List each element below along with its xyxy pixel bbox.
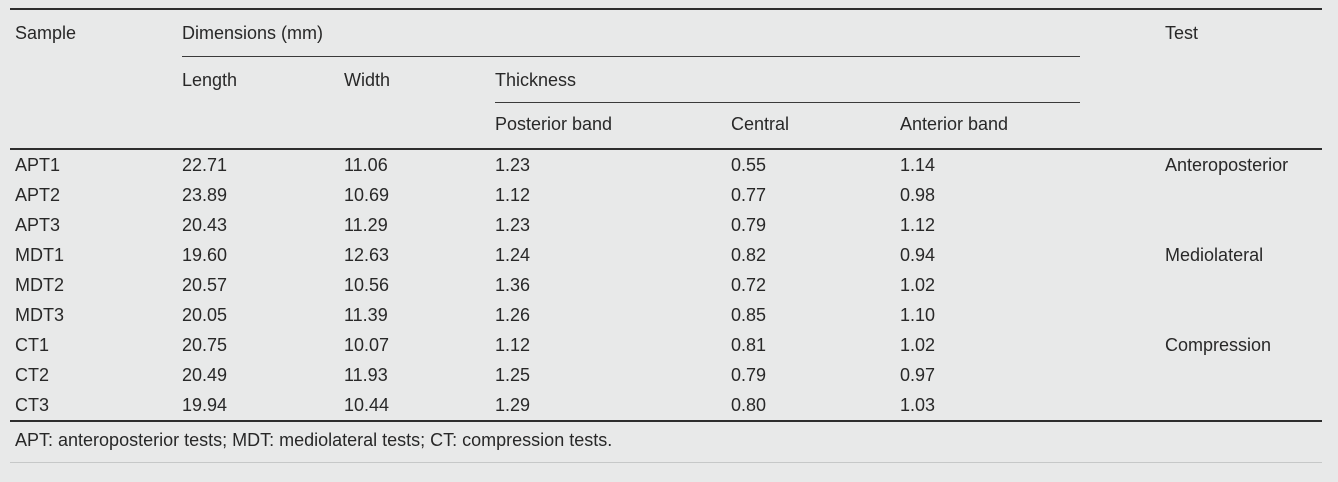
sample-cell: MDT3 bbox=[15, 305, 64, 325]
thickness-group-header: Thickness bbox=[495, 70, 577, 90]
width-cell: 12.63 bbox=[344, 245, 390, 265]
anterior-band-cell: 1.14 bbox=[900, 155, 936, 175]
sample-cell: MDT1 bbox=[15, 245, 64, 265]
width-cell: 10.07 bbox=[344, 335, 390, 355]
central-cell: 0.77 bbox=[731, 185, 767, 205]
central-cell: 0.79 bbox=[731, 365, 767, 385]
test-cell bbox=[1165, 390, 1323, 422]
posterior-band-cell: 1.24 bbox=[495, 245, 531, 265]
posterior-band-cell: 1.12 bbox=[495, 335, 531, 355]
length-cell: 20.43 bbox=[182, 215, 228, 235]
length-cell: 19.60 bbox=[182, 245, 228, 265]
width-cell: 11.29 bbox=[344, 215, 388, 235]
table-row: MDT2 20.57 10.56 1.36 0.72 1.02 bbox=[10, 270, 1322, 300]
central-cell: 0.82 bbox=[731, 245, 767, 265]
sample-cell: APT1 bbox=[15, 155, 61, 175]
sample-cell: MDT2 bbox=[15, 275, 64, 295]
table-row: CT2 20.49 11.93 1.25 0.79 0.97 bbox=[10, 360, 1322, 390]
anterior-band-cell: 1.12 bbox=[900, 215, 936, 235]
width-cell: 11.39 bbox=[344, 305, 388, 325]
posterior-band-cell: 1.36 bbox=[495, 275, 531, 295]
sample-cell: APT3 bbox=[15, 215, 61, 235]
length-column-header: Length bbox=[182, 57, 344, 150]
central-cell: 0.72 bbox=[731, 275, 767, 295]
length-cell: 19.94 bbox=[182, 390, 344, 422]
header-row-top: Sample Dimensions (mm) Test bbox=[10, 9, 1323, 150]
table-footnote: APT: anteroposterior tests; MDT: mediola… bbox=[10, 421, 1323, 463]
width-cell: 11.93 bbox=[344, 365, 388, 385]
header-row-measures: Length Width Thickness bbox=[10, 57, 1322, 150]
central-cell: 0.79 bbox=[731, 215, 767, 235]
length-cell: 22.71 bbox=[182, 155, 228, 175]
anterior-band-cell: 1.02 bbox=[900, 335, 936, 355]
test-cell bbox=[1165, 270, 1322, 300]
anterior-band-cell: 1.03 bbox=[900, 390, 1166, 422]
thickness-group-header-cell: Thickness bbox=[495, 57, 1165, 103]
table-row: CT3 19.94 10.44 1.29 0.80 1.03 bbox=[10, 390, 1323, 422]
table-row: MDT1 19.60 12.63 1.24 0.82 0.94 Mediolat… bbox=[10, 240, 1322, 270]
length-cell: 20.49 bbox=[182, 365, 228, 385]
table-row: MDT3 20.05 11.39 1.26 0.85 1.10 bbox=[10, 300, 1322, 330]
test-column-header: Test bbox=[1165, 9, 1323, 150]
anterior-band-cell: 0.97 bbox=[900, 365, 936, 385]
central-cell: 0.80 bbox=[731, 390, 900, 422]
width-cell: 10.56 bbox=[344, 275, 390, 295]
width-cell: 10.69 bbox=[344, 185, 390, 205]
anterior-band-cell: 0.94 bbox=[900, 245, 936, 265]
anterior-band-cell: 0.98 bbox=[900, 185, 936, 205]
test-cell: Mediolateral bbox=[1165, 245, 1264, 265]
length-cell: 20.05 bbox=[182, 305, 228, 325]
width-cell: 11.06 bbox=[344, 155, 388, 175]
sample-column-header: Sample bbox=[10, 9, 182, 150]
width-column-header: Width bbox=[344, 57, 495, 150]
sample-cell: CT1 bbox=[15, 335, 50, 355]
posterior-band-cell: 1.12 bbox=[495, 185, 531, 205]
test-cell bbox=[1165, 360, 1322, 390]
width-cell: 10.44 bbox=[344, 390, 495, 422]
table-header: Sample Dimensions (mm) Test Length Width… bbox=[10, 9, 1323, 150]
table-footer: APT: anteroposterior tests; MDT: mediola… bbox=[10, 421, 1323, 463]
sample-cell: APT2 bbox=[15, 185, 61, 205]
sample-cell: CT2 bbox=[15, 365, 50, 385]
length-cell: 20.75 bbox=[182, 335, 228, 355]
posterior-band-cell: 1.26 bbox=[495, 305, 531, 325]
table-row: APT2 23.89 10.69 1.12 0.77 0.98 bbox=[10, 180, 1322, 210]
anterior-band-cell: 1.02 bbox=[900, 275, 936, 295]
dimensions-group-header: Dimensions (mm) bbox=[182, 23, 324, 43]
thickness-group-rule: Thickness bbox=[495, 57, 1080, 103]
dimensions-group-header-cell: Dimensions (mm) bbox=[182, 9, 1165, 57]
posterior-band-cell: 1.29 bbox=[495, 390, 731, 422]
central-cell: 0.81 bbox=[731, 335, 767, 355]
test-cell bbox=[1165, 180, 1322, 210]
posterior-band-column-header: Posterior band bbox=[495, 103, 731, 150]
header-row-thickness-bands: Posterior band Central Anterior band bbox=[10, 103, 1322, 150]
posterior-band-cell: 1.23 bbox=[495, 215, 531, 235]
sample-cell: CT3 bbox=[10, 390, 182, 422]
length-cell: 23.89 bbox=[182, 185, 228, 205]
specimen-dimensions-table: Sample Dimensions (mm) Test Length Width… bbox=[10, 8, 1323, 463]
central-cell: 0.55 bbox=[731, 155, 767, 175]
table-row: CT1 20.75 10.07 1.12 0.81 1.02 Compressi… bbox=[10, 330, 1322, 360]
posterior-band-cell: 1.25 bbox=[495, 365, 531, 385]
test-cell: Anteroposterior bbox=[1165, 155, 1289, 175]
length-cell: 20.57 bbox=[182, 275, 228, 295]
anterior-band-column-header: Anterior band bbox=[900, 103, 1166, 150]
test-cell bbox=[1165, 300, 1322, 330]
central-cell: 0.85 bbox=[731, 305, 767, 325]
table-row: APT1 22.71 11.06 1.23 0.55 1.14 Anteropo… bbox=[10, 149, 1322, 180]
test-cell bbox=[1165, 210, 1322, 240]
table-body: APT1 22.71 11.06 1.23 0.55 1.14 Anteropo… bbox=[10, 149, 1323, 422]
footnote-row: APT: anteroposterior tests; MDT: mediola… bbox=[10, 421, 1323, 463]
dimensions-group-rule: Dimensions (mm) bbox=[182, 10, 1080, 57]
central-column-header: Central bbox=[731, 103, 900, 150]
table-row: APT3 20.43 11.29 1.23 0.79 1.12 bbox=[10, 210, 1322, 240]
posterior-band-cell: 1.23 bbox=[495, 155, 531, 175]
test-cell: Compression bbox=[1165, 335, 1272, 355]
anterior-band-cell: 1.10 bbox=[900, 305, 936, 325]
